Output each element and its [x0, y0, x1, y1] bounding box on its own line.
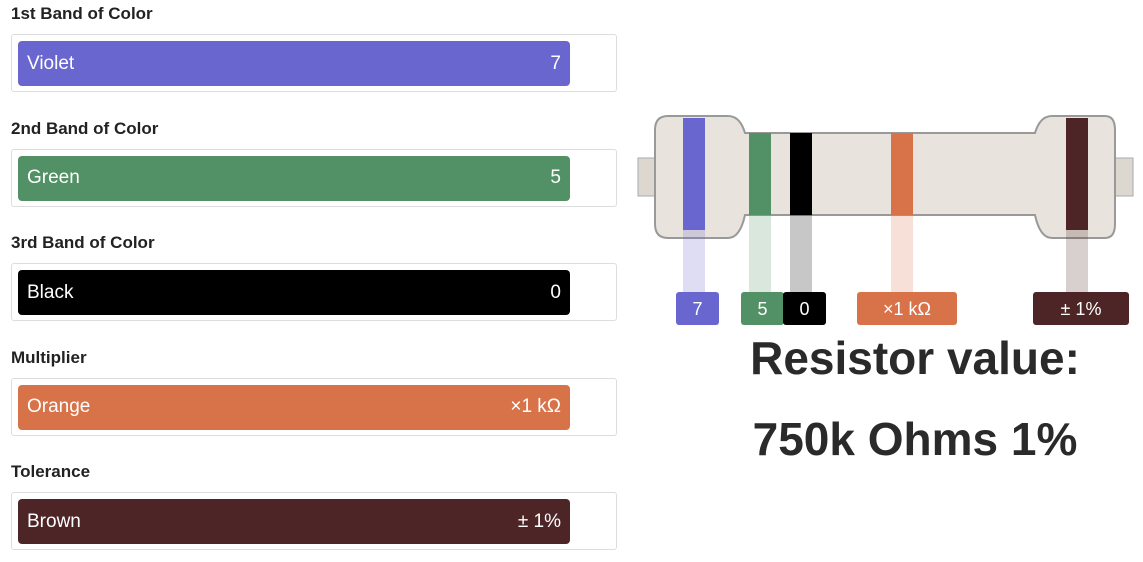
color-name: Black: [27, 281, 74, 303]
band-tag: [741, 292, 784, 325]
band-select-box: Orange ×1 kΩ: [11, 377, 617, 436]
band-tag-text: ± 1%: [1061, 299, 1102, 319]
band-select[interactable]: Brown ± 1%: [18, 499, 570, 544]
band-value: ± 1%: [517, 510, 561, 532]
result-value: 750k Ohms 1%: [753, 413, 1078, 465]
resistor-band: [891, 133, 913, 215]
resistor-band: [749, 133, 771, 215]
connector: [891, 215, 913, 292]
band-tag: [783, 292, 826, 325]
band-select[interactable]: Black 0: [18, 270, 570, 315]
band-tag-text: 0: [799, 299, 809, 319]
resistor-band: [683, 118, 705, 230]
band-value: ×1 kΩ: [510, 396, 561, 417]
resistor-band: [1066, 118, 1088, 230]
band-value: 7: [550, 52, 561, 74]
band-label: 1st Band of Color: [11, 4, 153, 23]
connector: [683, 230, 705, 292]
color-name: Violet: [27, 52, 75, 74]
band-select[interactable]: Green 5: [18, 155, 570, 201]
band-label: 3rd Band of Color: [11, 233, 155, 252]
connector: [790, 215, 812, 292]
resistor-band: [790, 133, 812, 215]
connector: [1066, 230, 1088, 292]
connector: [749, 215, 771, 292]
band-select[interactable]: Orange ×1 kΩ: [18, 384, 570, 430]
band-select-box: Brown ± 1%: [11, 492, 617, 550]
band-value: 0: [550, 281, 561, 303]
result-heading: Resistor value:: [750, 332, 1080, 384]
band-label: 2nd Band of Color: [11, 118, 159, 138]
color-name: Brown: [27, 510, 81, 532]
resistor-body: [654, 115, 1116, 239]
band-label: Multiplier: [11, 347, 87, 367]
band-select-box: Green 5: [11, 148, 617, 207]
band-value: 5: [550, 167, 561, 188]
band-label: Tolerance: [11, 462, 91, 481]
band-tag: [1033, 292, 1129, 325]
band-tag-text: ×1 kΩ: [883, 299, 931, 319]
band-select-box: Violet 7: [11, 34, 617, 92]
color-name: Orange: [27, 396, 91, 417]
color-name: Green: [27, 167, 80, 188]
band-tag-text: 5: [757, 299, 767, 319]
band-select-box: Black 0: [11, 263, 617, 321]
band-tag-text: 7: [692, 299, 702, 319]
band-tag: [857, 292, 957, 325]
band-select[interactable]: Violet 7: [18, 41, 570, 86]
band-tag: [676, 292, 719, 325]
resistor-lead: [637, 157, 1134, 197]
